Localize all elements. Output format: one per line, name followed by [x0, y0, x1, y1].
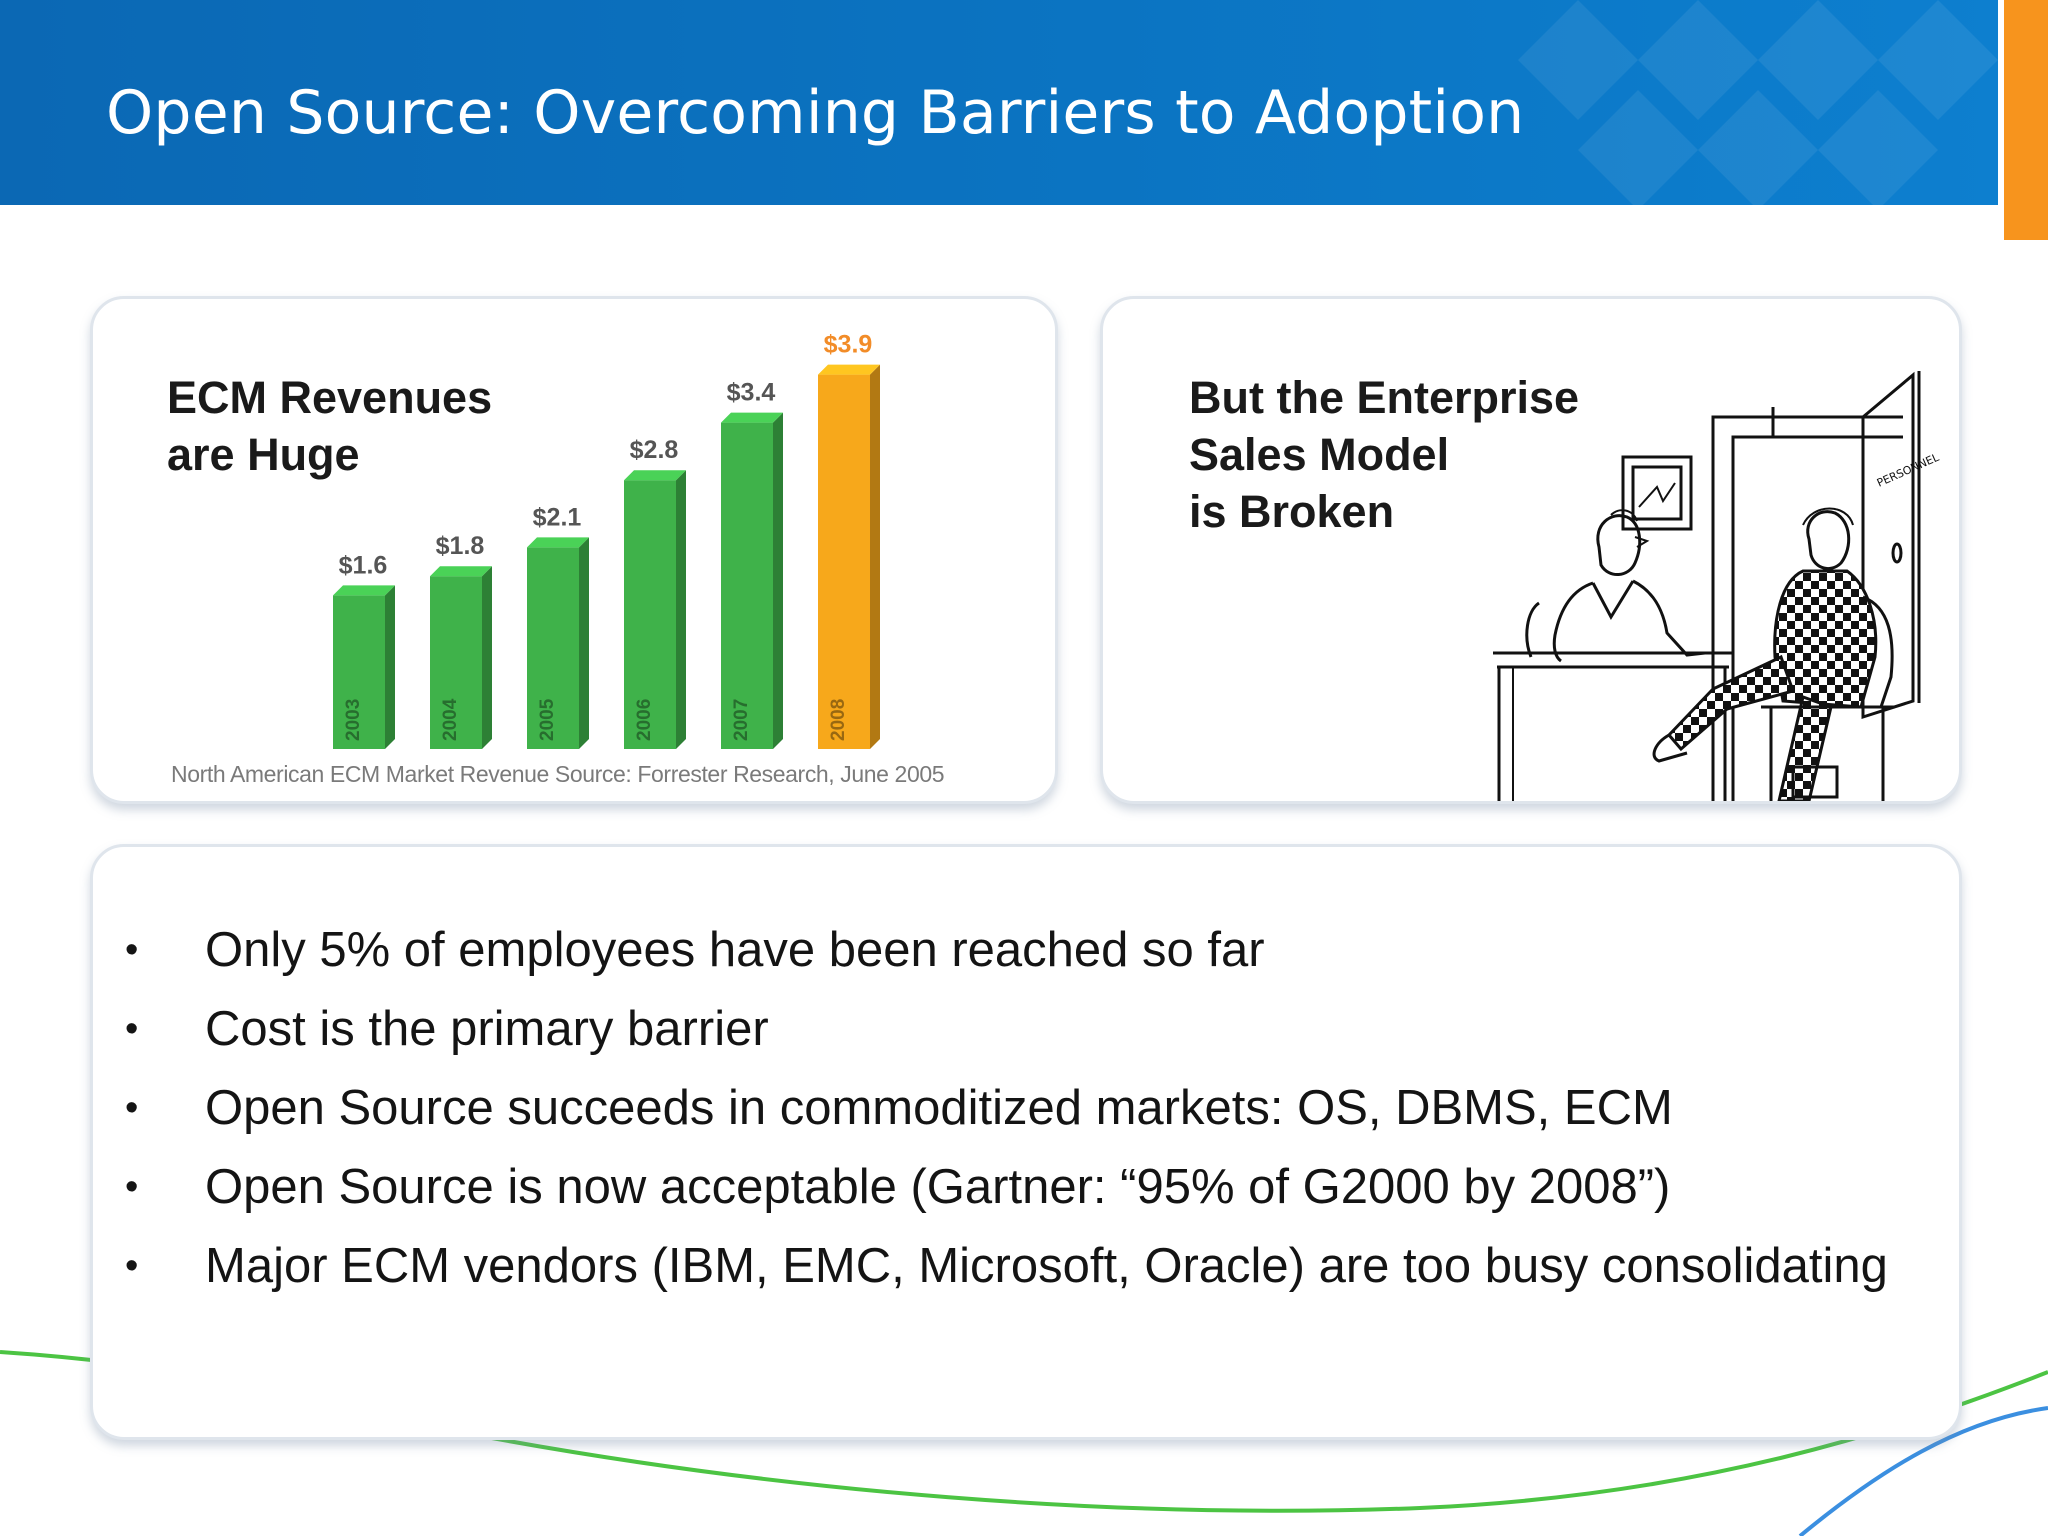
salesman-checked-legs [1666, 654, 1795, 752]
bullet-text: Only 5% of employees have been reached s… [205, 923, 1265, 977]
bar-value-label: $2.1 [533, 503, 582, 531]
bar-side-2004 [482, 566, 492, 749]
bar-top-2005 [527, 537, 589, 548]
bar-front-2006 [624, 480, 676, 749]
salesman-office-cartoon: PERSONNEL [1493, 371, 1942, 801]
bullet-item-4: • Open Source is now acceptable (Gartner:… [123, 1154, 1903, 1220]
bar-2008: 2008 $3.9 [818, 331, 880, 749]
chart-panel-heading: ECM Revenues are Huge [167, 369, 567, 483]
bullet-marker: • [125, 1245, 139, 1287]
visitor-chair [1761, 595, 1895, 801]
bar-side-2008 [870, 364, 880, 749]
cartoon-heading-line-3: is Broken [1189, 486, 1395, 537]
wall-picture [1621, 455, 1693, 531]
door-sign: PERSONNEL [1875, 451, 1942, 490]
slide-title: Open Source: Overcoming Barriers to Adop… [106, 78, 1525, 148]
bar-category-label: 2006 [634, 699, 655, 741]
bar-front-2008 [818, 374, 870, 749]
salesman-head [1806, 510, 1851, 571]
orange-accent-bar [2004, 0, 2048, 240]
bar-front-2004 [430, 576, 482, 749]
key-points-card: • Only 5% of employees have been reached … [90, 844, 1962, 1440]
bullet-text: Open Source succeeds in commoditized mar… [205, 1081, 1673, 1135]
bar-2003: 2003 $1.6 [333, 551, 395, 749]
bar-category-label: 2007 [731, 699, 752, 741]
bullet-marker: • [125, 1166, 139, 1208]
bar-top-2003 [333, 585, 395, 596]
chart-heading-line-1: ECM Revenues [167, 372, 493, 423]
bar-front-2003 [333, 595, 385, 749]
cartoon-heading-line-1: But the Enterprise [1189, 372, 1580, 423]
bar-value-label: $1.8 [436, 532, 485, 560]
bar-2006: 2006 $2.8 [624, 436, 686, 749]
bar-value-label: $3.4 [727, 379, 776, 407]
bullet-text: Cost is the primary barrier [205, 1002, 769, 1056]
bar-value-label: $2.8 [630, 436, 679, 464]
ecm-revenue-chart-card: ECM Revenues are Huge 2003 $1.6 2004 $1.8 20… [90, 296, 1058, 804]
bar-side-2005 [579, 537, 589, 749]
title-bar: Open Source: Overcoming Barriers to Adop… [0, 0, 1998, 205]
bullet-text: Major ECM vendors (IBM, EMC, Microsoft, … [205, 1239, 1888, 1293]
bar-2004: 2004 $1.8 [430, 532, 492, 749]
ecm-revenue-bar-chart: 2003 $1.6 2004 $1.8 2005 $2.1 2006 $2.8 2007 $3.4… [333, 331, 880, 749]
bar-category-label: 2005 [537, 698, 558, 741]
bar-category-label: 2004 [440, 698, 461, 741]
bar-front-2007 [721, 422, 773, 749]
bar-side-2003 [385, 585, 395, 749]
bullet-item-1: • Only 5% of employees have been reached … [123, 917, 1903, 983]
bar-category-label: 2003 [343, 699, 364, 741]
bar-top-2004 [430, 566, 492, 577]
blue-swoosh [1798, 1406, 2048, 1536]
bullet-marker: • [125, 1008, 139, 1050]
bar-side-2006 [676, 470, 686, 749]
office-desk [1493, 651, 1733, 801]
bar-category-label: 2008 [828, 699, 849, 741]
seated-executive [1552, 579, 1706, 663]
header-diamond-pattern [1518, 0, 1998, 205]
cartoon-heading-line-2: Sales Model [1189, 429, 1450, 480]
bar-top-2006 [624, 470, 686, 481]
door-frame-outer [1711, 415, 1903, 801]
chart-source-note: North American ECM Market Revenue Source… [171, 761, 945, 787]
bullet-item-2: • Cost is the primary barrier [123, 996, 1903, 1062]
bullet-item-3: • Open Source succeeds in commoditized ma… [123, 1075, 1903, 1141]
bar-top-2007 [721, 412, 783, 423]
bar-front-2005 [527, 547, 579, 749]
bar-value-label: $1.6 [339, 551, 388, 579]
chart-heading-line-2: are Huge [167, 429, 360, 480]
bullet-text: Open Source is now acceptable (Gartner: … [205, 1160, 1671, 1214]
bar-value-label: $3.9 [824, 331, 873, 359]
bullet-marker: • [125, 929, 139, 971]
bullet-item-5: • Major ECM vendors (IBM, EMC, Microsoft,… [123, 1233, 1903, 1299]
cartoon-panel-heading: But the Enterprise Sales Model is Broken [1189, 369, 1649, 540]
enterprise-sales-cartoon-card: But the Enterprise Sales Model is Broken [1100, 296, 1962, 804]
bullet-marker: • [125, 1087, 139, 1129]
bar-top-2008 [818, 364, 880, 375]
bar-2007: 2007 $3.4 [721, 379, 783, 749]
bar-2005: 2005 $2.1 [527, 503, 589, 749]
bar-side-2007 [773, 412, 783, 749]
key-points-list: • Only 5% of employees have been reached … [123, 917, 1903, 1312]
